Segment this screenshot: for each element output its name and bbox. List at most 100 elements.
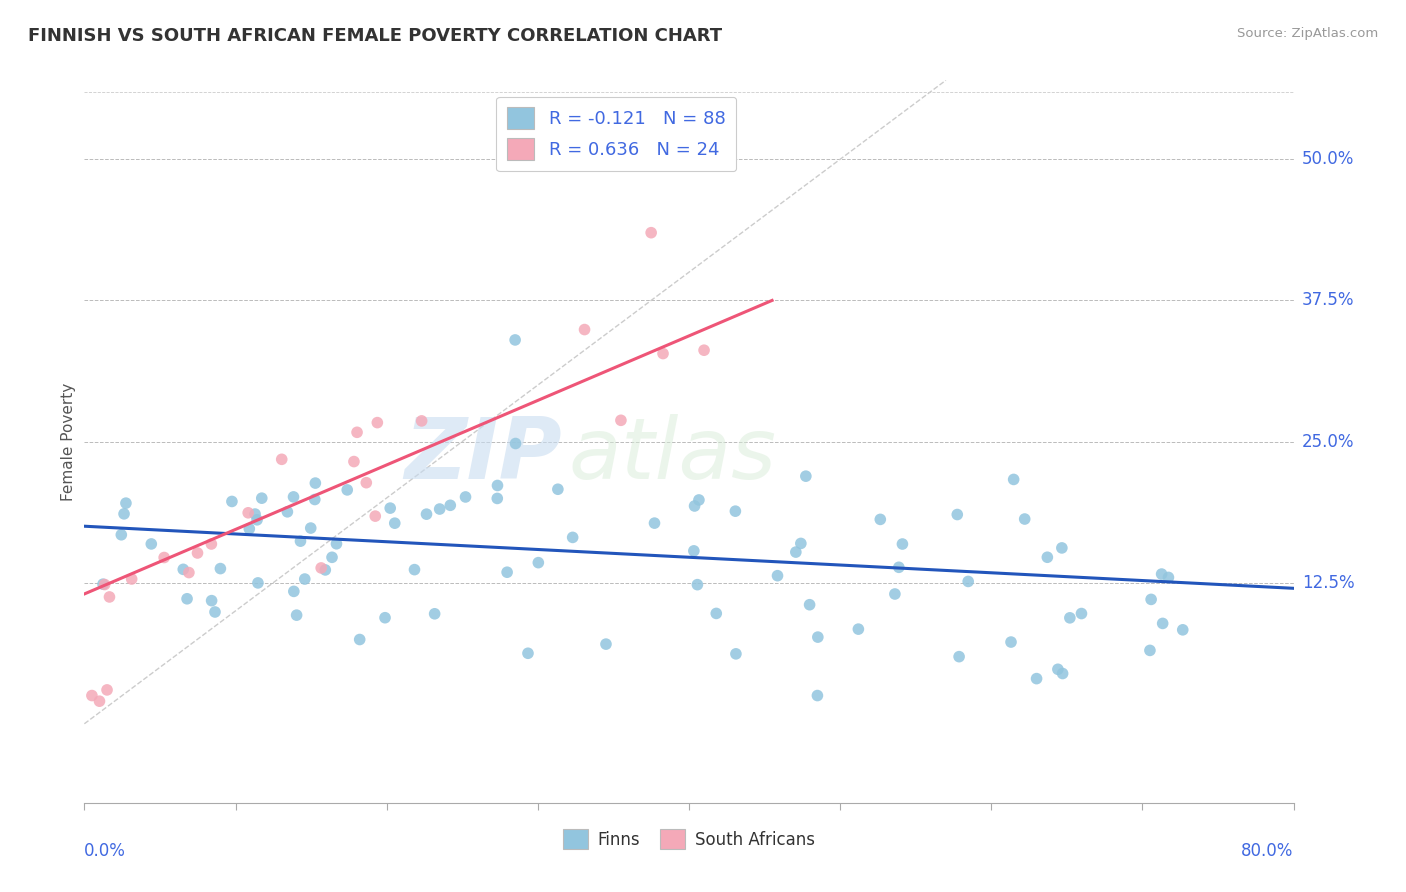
Point xyxy=(1000,635,1022,649)
Point xyxy=(1025,672,1047,686)
Point xyxy=(429,502,451,516)
Point xyxy=(1150,567,1173,582)
Point xyxy=(640,226,662,240)
Point xyxy=(176,591,198,606)
Point xyxy=(785,545,807,559)
Point xyxy=(238,506,260,520)
Point xyxy=(794,469,817,483)
Point xyxy=(848,622,870,636)
Point xyxy=(806,689,828,703)
Point xyxy=(527,556,550,570)
Text: 80.0%: 80.0% xyxy=(1241,842,1294,860)
Point xyxy=(221,494,243,508)
Point xyxy=(686,577,709,591)
Point xyxy=(1046,662,1069,676)
Point xyxy=(946,508,969,522)
Point xyxy=(209,561,232,575)
Text: 12.5%: 12.5% xyxy=(1302,574,1354,591)
Point xyxy=(285,608,308,623)
Point xyxy=(1171,623,1194,637)
Point xyxy=(172,562,194,576)
Point xyxy=(1036,550,1059,565)
Text: 0.0%: 0.0% xyxy=(84,842,127,860)
Point xyxy=(411,414,433,428)
Text: Source: ZipAtlas.com: Source: ZipAtlas.com xyxy=(1237,27,1378,40)
Text: FINNISH VS SOUTH AFRICAN FEMALE POVERTY CORRELATION CHART: FINNISH VS SOUTH AFRICAN FEMALE POVERTY … xyxy=(28,27,723,45)
Point xyxy=(693,343,716,358)
Point xyxy=(153,550,176,565)
Point xyxy=(325,537,347,551)
Point xyxy=(366,416,388,430)
Point xyxy=(1157,570,1180,584)
Point xyxy=(486,478,509,492)
Point xyxy=(1002,472,1025,486)
Point xyxy=(423,607,446,621)
Point xyxy=(887,560,910,574)
Point xyxy=(652,346,675,360)
Point xyxy=(766,568,789,582)
Point xyxy=(505,436,527,450)
Point xyxy=(141,537,163,551)
Point xyxy=(957,574,980,589)
Point xyxy=(869,512,891,526)
Point xyxy=(270,452,292,467)
Text: 25.0%: 25.0% xyxy=(1302,433,1354,450)
Text: 37.5%: 37.5% xyxy=(1302,292,1354,310)
Point xyxy=(246,575,269,590)
Point xyxy=(574,322,596,336)
Point xyxy=(304,492,326,507)
Point xyxy=(1139,643,1161,657)
Point xyxy=(610,413,633,427)
Point xyxy=(290,534,312,549)
Point xyxy=(1052,666,1074,681)
Point xyxy=(688,492,710,507)
Point xyxy=(790,536,813,550)
Point xyxy=(503,333,526,347)
Legend: Finns, South Africans: Finns, South Africans xyxy=(555,822,823,856)
Point xyxy=(276,505,298,519)
Point xyxy=(415,507,437,521)
Point xyxy=(201,593,224,607)
Point xyxy=(314,563,336,577)
Text: 50.0%: 50.0% xyxy=(1302,151,1354,169)
Point xyxy=(1059,611,1081,625)
Point xyxy=(883,587,905,601)
Point xyxy=(1140,592,1163,607)
Point xyxy=(496,566,519,580)
Point xyxy=(356,475,378,490)
Point xyxy=(93,577,115,591)
Text: atlas: atlas xyxy=(568,415,776,498)
Point xyxy=(404,563,426,577)
Point xyxy=(454,490,477,504)
Point xyxy=(517,646,540,660)
Point xyxy=(364,509,387,524)
Point xyxy=(321,550,343,565)
Point xyxy=(283,490,305,504)
Point xyxy=(98,590,121,604)
Point xyxy=(807,630,830,644)
Point xyxy=(112,507,135,521)
Point xyxy=(595,637,617,651)
Point xyxy=(346,425,368,440)
Point xyxy=(891,537,914,551)
Point xyxy=(704,607,727,621)
Point xyxy=(96,682,118,697)
Point xyxy=(283,584,305,599)
Point xyxy=(246,513,269,527)
Point xyxy=(200,537,222,551)
Point xyxy=(294,572,316,586)
Point xyxy=(948,649,970,664)
Point xyxy=(547,482,569,496)
Point xyxy=(724,504,747,518)
Point xyxy=(561,530,583,544)
Point xyxy=(204,605,226,619)
Point xyxy=(799,598,821,612)
Point xyxy=(110,528,132,542)
Point xyxy=(115,496,138,510)
Point xyxy=(80,689,103,703)
Point xyxy=(238,522,260,536)
Text: ZIP: ZIP xyxy=(405,415,562,498)
Point xyxy=(309,561,332,575)
Point xyxy=(683,499,706,513)
Point xyxy=(384,516,406,531)
